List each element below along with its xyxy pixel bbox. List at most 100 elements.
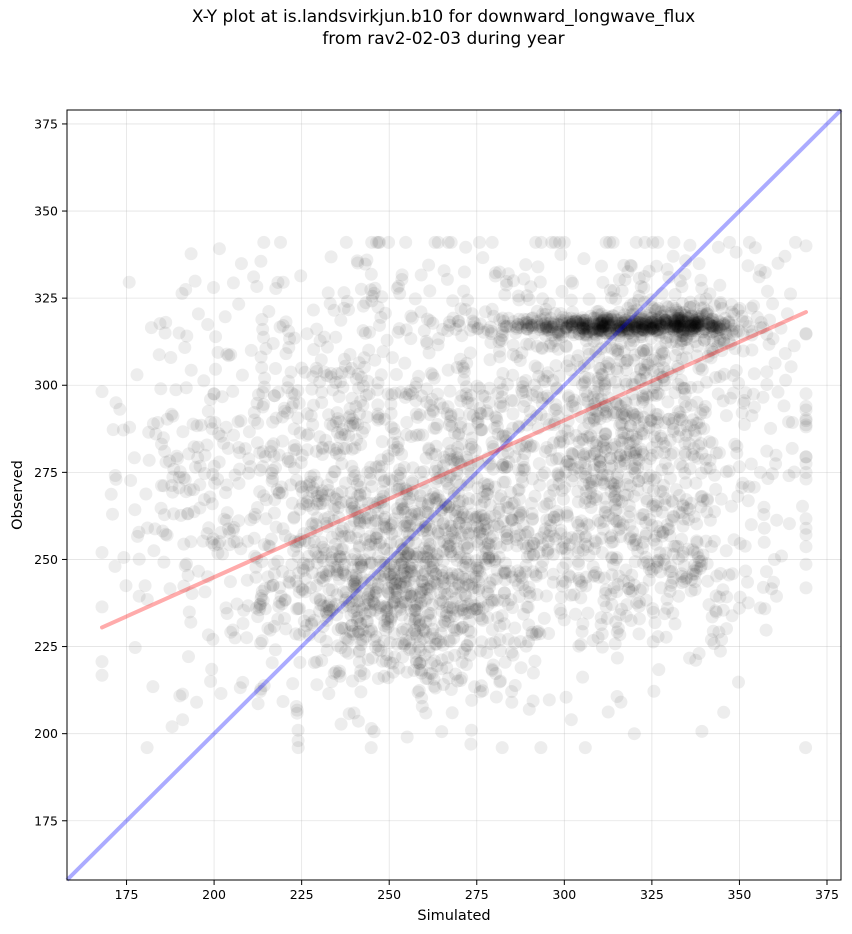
scatter-point <box>390 586 404 600</box>
scatter-point <box>606 235 620 249</box>
scatter-point <box>371 550 385 564</box>
scatter-point <box>377 475 391 489</box>
scatter-point <box>510 533 524 547</box>
scatter-point <box>373 235 386 249</box>
scatter-point <box>399 597 413 611</box>
scatter-point <box>572 557 586 571</box>
scatter-point <box>660 262 674 276</box>
scatter-point <box>451 428 465 442</box>
scatter-point <box>334 524 348 538</box>
scatter-point <box>401 547 415 561</box>
scatter-point <box>379 556 393 570</box>
scatter-point <box>333 669 347 683</box>
scatter-point <box>242 466 256 480</box>
scatter-point <box>677 499 690 513</box>
scatter-point <box>408 536 422 550</box>
scatter-point <box>127 451 141 465</box>
scatter-point <box>372 537 386 551</box>
scatter-point <box>638 358 652 372</box>
scatter-point <box>547 483 561 497</box>
scatter-point <box>284 365 298 379</box>
scatter-point <box>658 439 672 453</box>
scatter-point <box>605 568 619 582</box>
scatter-point <box>739 564 753 578</box>
scatter-point <box>307 613 321 627</box>
scatter-point <box>331 412 345 426</box>
scatter-point <box>323 594 337 608</box>
scatter-point <box>545 453 559 467</box>
x-tick-label: 175 <box>115 887 139 902</box>
scatter-point <box>429 475 443 489</box>
scatter-point <box>368 353 382 367</box>
scatter-point <box>780 307 794 321</box>
scatter-point <box>589 566 603 579</box>
scatter-point <box>499 495 513 509</box>
scatter-point <box>595 467 609 481</box>
scatter-point <box>604 587 618 601</box>
scatter-point <box>391 550 405 564</box>
scatter-point <box>346 624 360 638</box>
scatter-point <box>206 532 220 546</box>
scatter-point <box>479 557 493 571</box>
scatter-point <box>424 554 438 568</box>
scatter-point <box>473 609 487 623</box>
scatter-point <box>364 556 378 569</box>
scatter-point <box>760 565 773 579</box>
scatter-point <box>396 596 410 610</box>
scatter-point <box>709 605 723 619</box>
scatter-point <box>550 504 563 518</box>
scatter-point <box>459 521 473 535</box>
scatter-point <box>345 442 359 456</box>
y-tick-label: 175 <box>34 813 58 828</box>
scatter-point <box>182 650 195 664</box>
scatter-point <box>363 557 377 570</box>
scatter-point <box>253 684 267 698</box>
scatter-point <box>370 531 384 545</box>
scatter-point <box>305 485 319 499</box>
scatter-point <box>799 512 813 526</box>
scatter-point <box>457 284 471 298</box>
scatter-point <box>234 414 248 428</box>
scatter-point <box>282 341 296 354</box>
scatter-point <box>430 418 444 431</box>
scatter-point <box>476 601 490 615</box>
scatter-point <box>543 297 556 311</box>
scatter-point <box>371 300 385 314</box>
scatter-point <box>386 436 400 450</box>
scatter-point <box>650 520 664 534</box>
scatter-point <box>169 383 183 397</box>
scatter-point <box>631 483 645 497</box>
scatter-point <box>433 493 447 507</box>
scatter-point <box>759 623 773 637</box>
scatter-point <box>541 542 555 556</box>
scatter-point <box>418 564 432 578</box>
scatter-point <box>622 582 636 596</box>
scatter-point <box>273 595 287 609</box>
scatter-point <box>400 549 414 563</box>
scatter-point <box>336 521 350 535</box>
scatter-point <box>541 546 555 560</box>
scatter-point <box>395 556 409 570</box>
scatter-point <box>457 265 471 279</box>
scatter-point <box>493 376 507 390</box>
scatter-point <box>263 623 277 637</box>
scatter-point <box>317 599 331 613</box>
scatter-point <box>473 564 487 578</box>
scatter-point <box>515 470 529 484</box>
scatter-point <box>290 703 304 717</box>
scatter-point <box>443 384 457 398</box>
scatter-point <box>572 541 585 555</box>
scatter-point <box>474 508 488 522</box>
scatter-point <box>524 280 538 294</box>
scatter-point <box>620 363 633 377</box>
scatter-point <box>455 570 469 584</box>
scatter-point <box>515 346 529 360</box>
scatter-point <box>297 564 311 577</box>
scatter-point <box>487 421 501 435</box>
scatter-point <box>109 396 123 410</box>
scatter-point <box>309 444 323 458</box>
scatter-point <box>468 581 482 595</box>
scatter-point <box>466 314 480 328</box>
scatter-point <box>445 584 459 598</box>
scatter-point <box>422 346 436 360</box>
